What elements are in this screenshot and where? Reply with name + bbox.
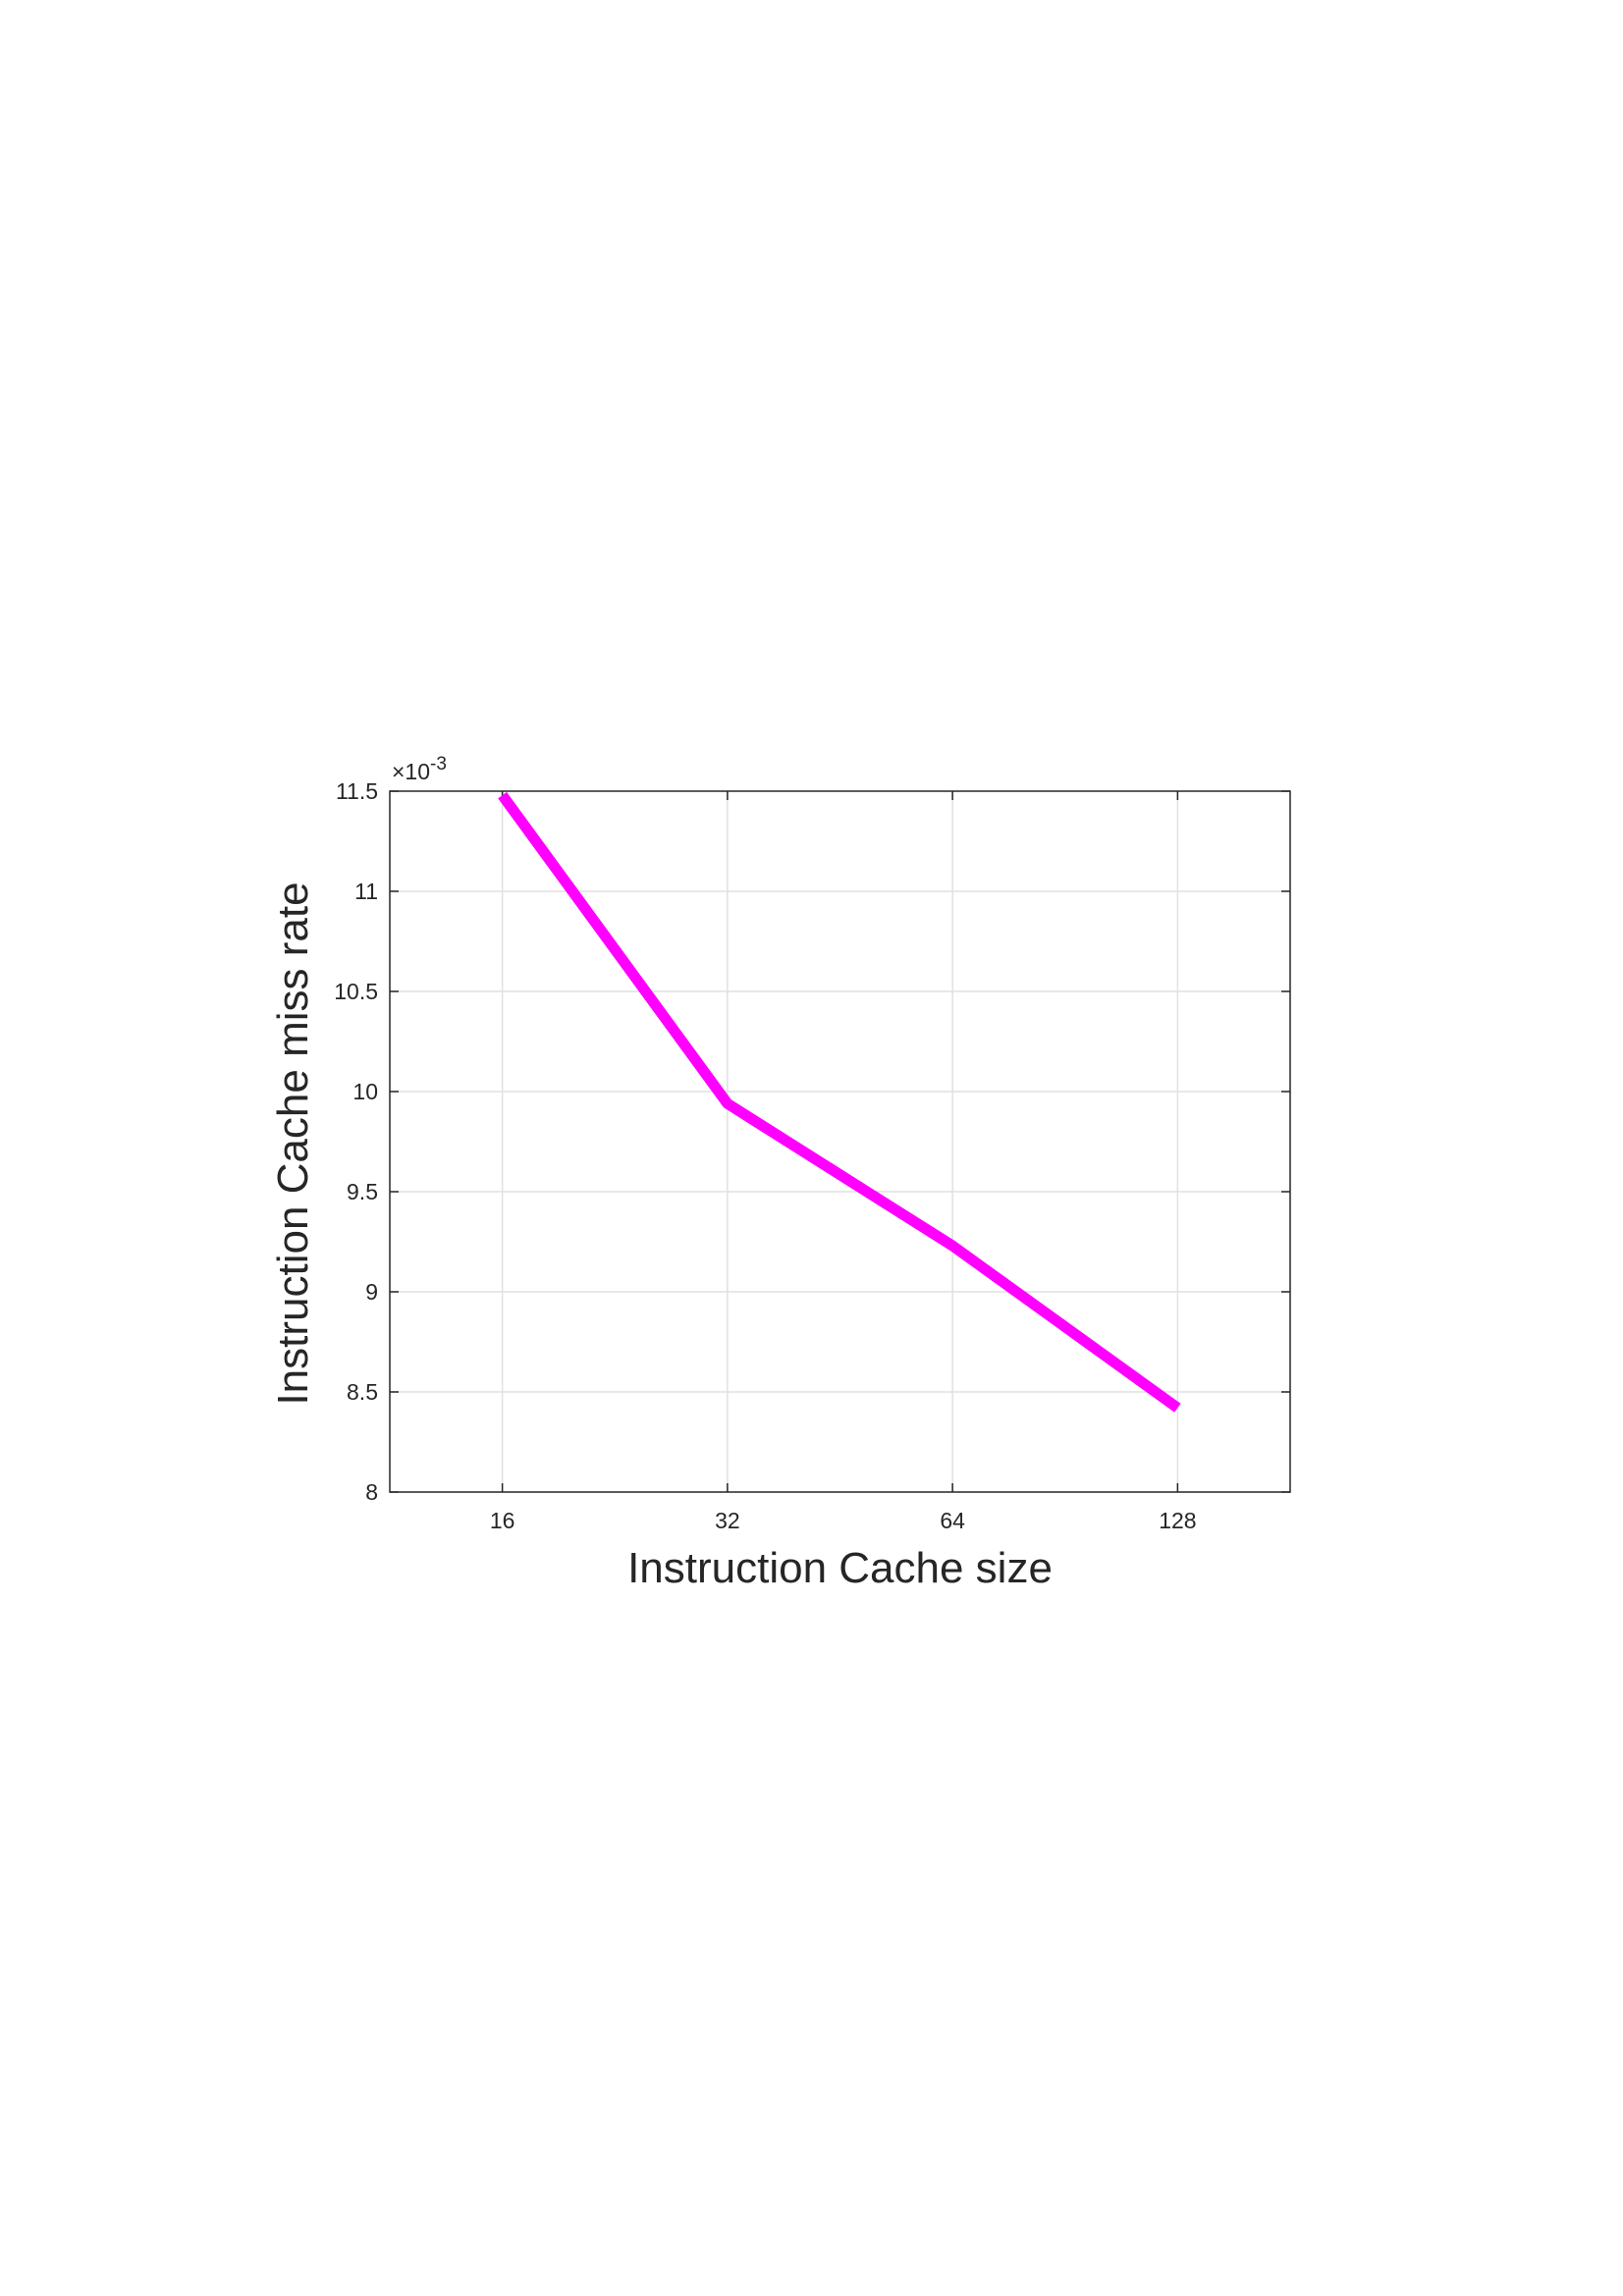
y-axis-exponent: ×10-3 — [392, 754, 447, 784]
label-layer: Instruction Cache size Instruction Cache… — [269, 754, 1053, 1592]
y-tick-label: 8.5 — [347, 1379, 378, 1405]
y-axis-label: Instruction Cache miss rate — [269, 881, 317, 1405]
grid-layer — [390, 791, 1290, 1492]
plot-area-border — [389, 790, 1291, 1493]
x-tick-label: 32 — [715, 1508, 740, 1533]
y-tick-label: 9.5 — [347, 1179, 378, 1204]
y-tick-label: 9 — [365, 1279, 378, 1305]
x-tick-label: 64 — [940, 1508, 965, 1533]
y-tick-label: 10 — [352, 1079, 378, 1104]
x-tick-label: 16 — [490, 1508, 515, 1533]
series-line — [498, 791, 1181, 1413]
x-tick-label: 128 — [1159, 1508, 1196, 1533]
y-axis-exponent-power: -3 — [430, 754, 447, 774]
x-axis-label: Instruction Cache size — [627, 1544, 1053, 1592]
y-tick-label: 10.5 — [334, 979, 378, 1004]
series-layer — [498, 791, 1181, 1413]
y-axis-exponent-base: ×10 — [392, 759, 430, 784]
y-tick-label: 8 — [365, 1479, 378, 1505]
y-tick-label: 11 — [354, 879, 378, 904]
y-tick-label: 11.5 — [336, 778, 378, 804]
tick-layer: 16 32 64 128 8 8.5 9 9.5 10 10.5 11 11.5 — [334, 778, 1290, 1533]
